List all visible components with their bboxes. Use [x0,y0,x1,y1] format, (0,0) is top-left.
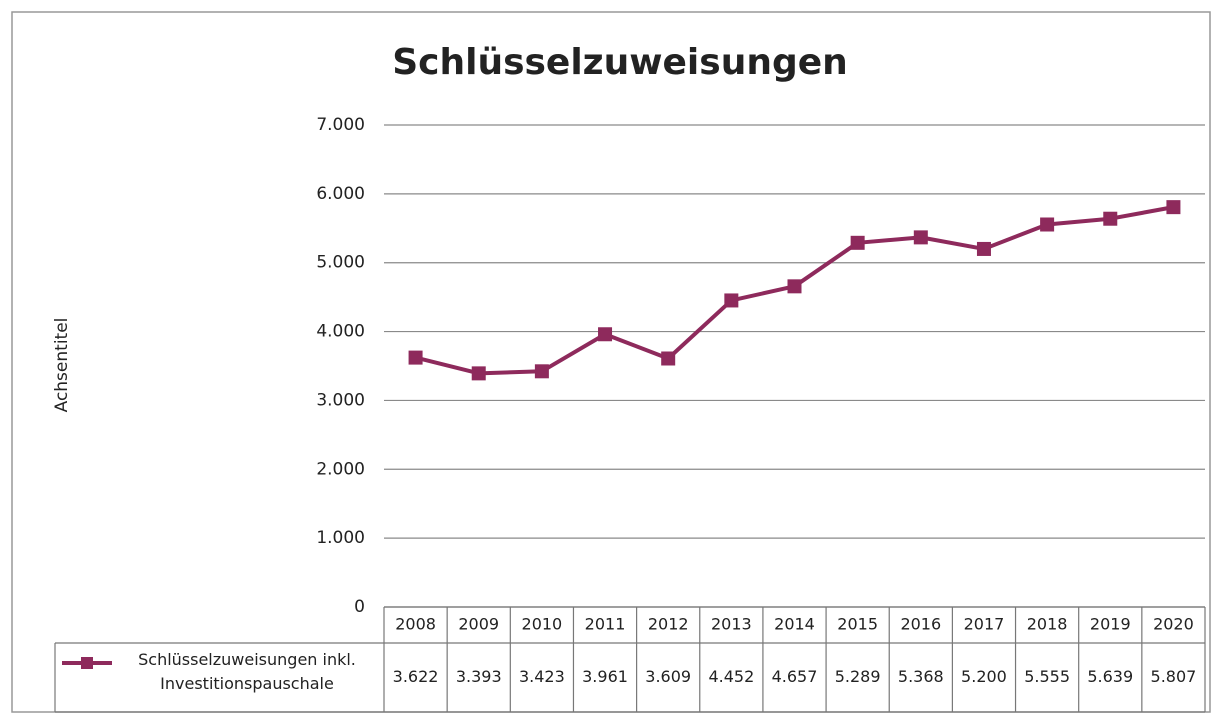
y-tick-label: 4.000 [316,322,365,342]
x-tick-label: 2014 [774,615,815,634]
value-label: 5.289 [835,667,881,686]
x-tick-label: 2013 [711,615,752,634]
marker [913,230,928,245]
value-label: 4.657 [772,667,818,686]
value-label: 5.200 [961,667,1007,686]
marker [976,241,991,256]
value-label: 3.393 [456,667,502,686]
value-label: 5.555 [1024,667,1070,686]
legend-label-box: Schlüsselzuweisungen inkl. Investitionsp… [138,650,356,693]
value-label: 5.807 [1151,667,1197,686]
x-tick-label: 2011 [585,615,626,634]
x-tick-label: 2010 [522,615,563,634]
y-tick-label: 5.000 [316,253,365,273]
y-axis-title: Achsentitel [52,318,72,413]
x-tick-label: 2015 [837,615,878,634]
value-label: 5.368 [898,667,944,686]
chart-title: Schlüsselzuweisungen [392,42,848,83]
value-label: 3.423 [519,667,565,686]
y-tick-label: 0 [354,597,365,617]
x-tick-label: 2019 [1090,615,1131,634]
y-tick-label: 1.000 [316,528,365,548]
x-tick-label: 2017 [964,615,1005,634]
value-label: 4.452 [708,667,754,686]
value-label: 3.961 [582,667,628,686]
marker [724,293,739,308]
legend-marker [81,657,93,669]
marker [471,366,486,381]
legend-label: Schlüsselzuweisungen inkl. Investitionsp… [138,650,356,693]
y-tick-label: 7.000 [316,115,365,135]
marker [850,235,865,250]
chart-frame [11,11,1211,713]
marker [534,364,549,379]
marker [1103,211,1118,226]
y-tick-label: 3.000 [316,390,365,410]
x-tick-label: 2008 [395,615,436,634]
x-tick-label: 2016 [900,615,941,634]
value-label: 5.639 [1087,667,1133,686]
x-tick-label: 2018 [1027,615,1068,634]
marker [408,350,423,365]
x-tick-label: 2012 [648,615,689,634]
x-tick-label: 2009 [458,615,499,634]
marker [661,351,676,366]
marker [1166,200,1181,215]
y-tick-label: 2.000 [316,459,365,479]
value-label: 3.622 [393,667,439,686]
marker [598,327,613,342]
x-tick-label: 2020 [1153,615,1194,634]
value-label: 3.609 [645,667,691,686]
y-tick-label: 6.000 [316,184,365,204]
marker [1040,217,1055,232]
marker [787,279,802,294]
